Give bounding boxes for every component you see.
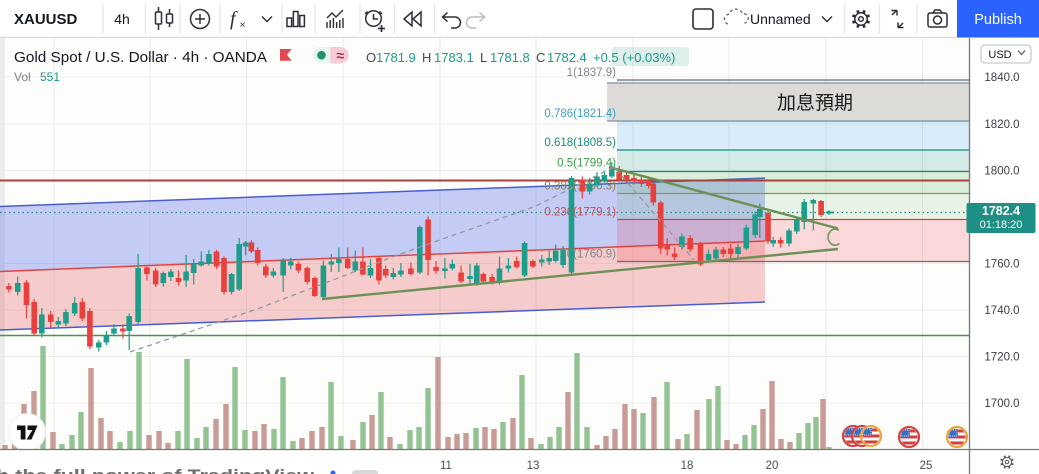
svg-text:Vol: Vol — [14, 70, 31, 84]
svg-text:Unnamed: Unnamed — [750, 11, 811, 27]
svg-text:1782.4: 1782.4 — [982, 204, 1020, 218]
svg-text:1740.0: 1740.0 — [984, 305, 1019, 317]
svg-text:11: 11 — [440, 460, 452, 472]
svg-text:H: H — [422, 50, 431, 65]
svg-text:25: 25 — [920, 460, 933, 472]
svg-text:1720.0: 1720.0 — [984, 352, 1019, 364]
svg-text:1781.8: 1781.8 — [490, 50, 530, 65]
svg-text:0.236(1779.1): 0.236(1779.1) — [544, 207, 616, 219]
svg-text:1783.1: 1783.1 — [434, 50, 474, 65]
svg-text:USD: USD — [988, 49, 1011, 61]
svg-text:L: L — [480, 50, 487, 65]
svg-text:551: 551 — [40, 70, 60, 84]
svg-text:4h: 4h — [114, 11, 130, 27]
svg-text:1781.9: 1781.9 — [376, 50, 416, 65]
svg-text:+0.5 (+0.03%): +0.5 (+0.03%) — [593, 50, 675, 65]
svg-text:加息預期: 加息預期 — [777, 92, 853, 114]
svg-text:f: f — [230, 8, 238, 30]
svg-text:1700.0: 1700.0 — [984, 398, 1019, 410]
svg-text:01:18:20: 01:18:20 — [980, 219, 1023, 231]
svg-text:0.786(1821.4): 0.786(1821.4) — [544, 108, 616, 120]
svg-text:1800.0: 1800.0 — [984, 166, 1019, 178]
svg-text:1782.4: 1782.4 — [547, 50, 587, 65]
svg-text:0(1760.9): 0(1760.9) — [567, 249, 616, 261]
svg-text:≈: ≈ — [337, 49, 345, 65]
svg-text:20: 20 — [766, 460, 779, 472]
svg-text:XAUUSD: XAUUSD — [14, 11, 78, 28]
svg-text:Gold Spot / U.S. Dollar · 4h ·: Gold Spot / U.S. Dollar · 4h · OANDA — [14, 50, 267, 66]
svg-text:O: O — [366, 50, 376, 65]
svg-text:13: 13 — [527, 460, 540, 472]
svg-text:1(1837.9): 1(1837.9) — [567, 67, 616, 79]
svg-text:0.618(1808.5): 0.618(1808.5) — [544, 137, 616, 149]
svg-text:1820.0: 1820.0 — [984, 119, 1019, 131]
svg-text:1840.0: 1840.0 — [984, 72, 1019, 84]
svg-text:1760.0: 1760.0 — [984, 259, 1019, 271]
svg-text:C: C — [536, 50, 545, 65]
svg-text:h the full power of TradingVie: h the full power of TradingView — [0, 467, 314, 474]
svg-text:0.5(1799.4): 0.5(1799.4) — [557, 158, 616, 170]
svg-text:Publish: Publish — [974, 12, 1022, 28]
svg-text:×: × — [240, 19, 246, 31]
svg-text:18: 18 — [681, 460, 694, 472]
